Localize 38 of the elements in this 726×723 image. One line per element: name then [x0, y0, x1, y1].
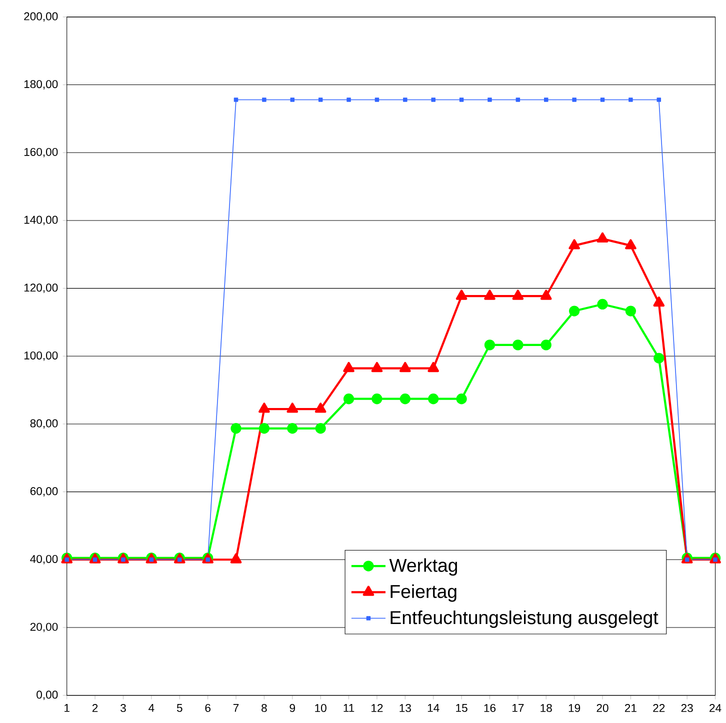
legend-label: Entfeuchtungsleistung ausgelegt [390, 610, 658, 628]
x-tick-label: 18 [540, 704, 552, 712]
x-tick-label: 12 [372, 704, 383, 712]
y-tick-label: 0,00 [36, 690, 58, 700]
x-tick-label: 20 [596, 704, 608, 712]
x-tick-label: 4 [148, 704, 154, 712]
x-tick-label: 19 [568, 704, 580, 712]
x-tick-label: 15 [456, 704, 468, 712]
x-tick-label: 14 [428, 704, 440, 712]
x-tick-label: 16 [484, 704, 496, 712]
y-tick-label: 160,00 [24, 148, 58, 158]
y-tick-label: 120,00 [24, 284, 58, 293]
x-tick-label: 17 [512, 704, 524, 712]
x-tick-label: 21 [624, 704, 636, 712]
x-tick-label: 5 [176, 704, 182, 712]
y-tick-label: 100,00 [24, 351, 58, 361]
y-tick-label: 40,00 [30, 554, 58, 564]
x-tick-label: 1 [64, 704, 70, 712]
x-tick-label: 11 [344, 704, 354, 712]
y-tick-label: 60,00 [30, 487, 58, 496]
x-tick-label: 13 [400, 704, 411, 712]
x-tick-label: 3 [120, 704, 126, 712]
x-tick-label: 24 [710, 704, 722, 712]
x-tick-label: 8 [262, 704, 267, 712]
x-tick-label: 7 [233, 704, 239, 712]
y-tick-label: 200,00 [24, 12, 58, 22]
legend-label: Feiertag [390, 584, 456, 602]
x-tick-label: 22 [653, 704, 665, 712]
y-tick-label: 80,00 [30, 419, 58, 429]
x-tick-label: 2 [92, 704, 98, 712]
y-tick-label: 180,00 [24, 80, 58, 90]
legend-label: Werktag [389, 558, 458, 576]
x-tick-label: 9 [290, 704, 295, 712]
x-tick-label: 23 [681, 704, 693, 712]
y-tick-label: 20,00 [30, 622, 58, 632]
y-tick-label: 140,00 [24, 216, 58, 225]
x-tick-label: 6 [205, 704, 210, 712]
x-tick-label: 10 [315, 704, 326, 712]
